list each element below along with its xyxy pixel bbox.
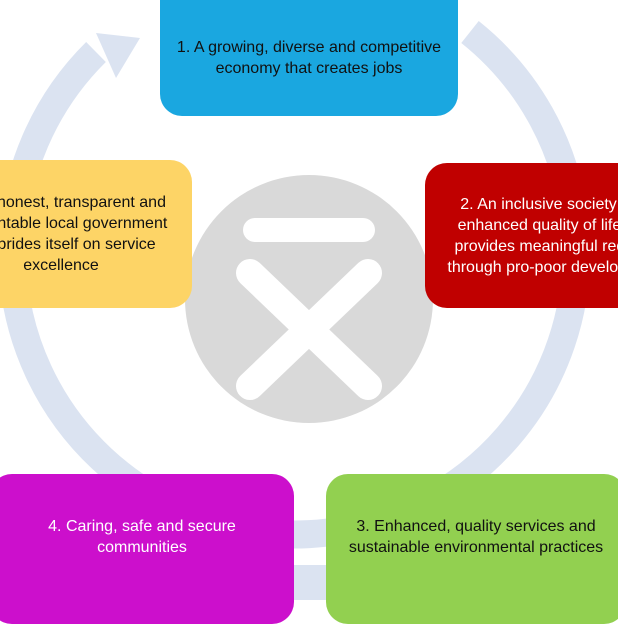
cycle-node-2-label: 2. An inclusive society with enhanced qu… [447, 195, 618, 276]
cycle-node-4: 4. Caring, safe and secure communities [0, 474, 294, 624]
cycle-node-3-label: 3. Enhanced, quality services and sustai… [348, 518, 604, 556]
cycle-node-3: 3. Enhanced, quality services and sustai… [326, 474, 618, 624]
cycle-node-5-label: 5. An honest, transparent and accountabl… [0, 194, 168, 274]
cycle-node-5: 5. An honest, transparent and accountabl… [0, 160, 192, 308]
cycle-connector [294, 565, 326, 600]
cycle-node-1: 1. A growing, diverse and competitive ec… [160, 0, 458, 116]
close-icon [185, 175, 433, 423]
cycle-node-1-label: 1. A growing, diverse and competitive ec… [176, 39, 442, 77]
cycle-node-4-label: 4. Caring, safe and secure communities [48, 518, 236, 556]
cycle-node-2: 2. An inclusive society with enhanced qu… [425, 163, 618, 308]
cycle-arrowhead [96, 33, 140, 78]
